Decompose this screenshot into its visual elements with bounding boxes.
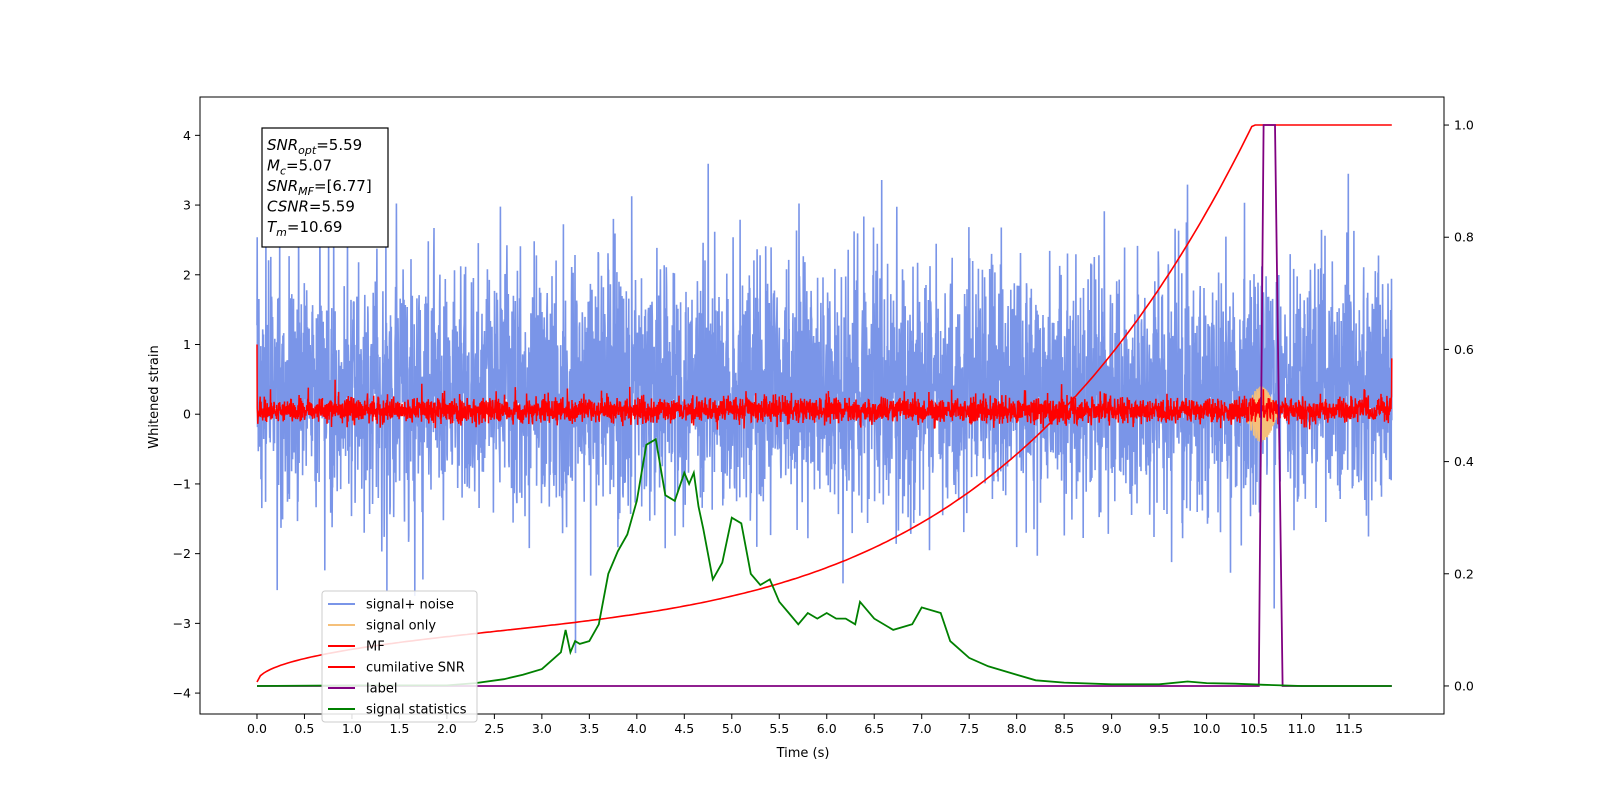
- annotation-value: =[6.77]: [314, 177, 372, 195]
- legend-entry-label: signal statistics: [366, 703, 467, 718]
- x-tick-label: 11.0: [1288, 721, 1316, 736]
- y-tick-label: −3: [173, 616, 191, 631]
- annotation-symbol: SNR: [267, 177, 298, 195]
- annotation-symbol: CSNR: [267, 198, 309, 216]
- y-tick-label: 1: [183, 337, 191, 352]
- legend: signal+ noise signal only MF cumilative SNR…: [321, 590, 478, 723]
- annotation-symbol: T: [267, 218, 278, 236]
- legend-entry-label: signal+ noise: [366, 598, 454, 613]
- annotation-subscript: c: [280, 165, 286, 178]
- annotation-subscript: m: [276, 226, 287, 239]
- legend-entry-label: cumilative SNR: [366, 661, 465, 676]
- series-signal-statistics-line: [256, 437, 1392, 687]
- y2-tick-label: 0.8: [1454, 230, 1474, 245]
- legend-entry-label: label: [366, 682, 397, 697]
- legend-entry-label: MF: [366, 640, 385, 655]
- legend-entry-label: signal only: [366, 619, 436, 634]
- y-tick-label: 3: [183, 198, 191, 213]
- x-tick-label: 1.5: [389, 721, 409, 736]
- x-tick-label: 0.5: [295, 721, 315, 736]
- x-tick-label: 6.5: [864, 721, 884, 736]
- x-axis-label: Time (s): [776, 746, 830, 761]
- annotation-line: Tm=10.69: [267, 218, 342, 239]
- annotation-subscript: MF: [298, 185, 314, 198]
- x-tick-label: 6.0: [817, 721, 837, 736]
- annotation-value: =5.59: [316, 136, 362, 154]
- x-tick-label: 5.0: [722, 721, 742, 736]
- y-tick-label: −2: [173, 546, 191, 561]
- x-tick-label: 10.5: [1240, 721, 1268, 736]
- y-axis-label: Whitened strain: [147, 345, 162, 448]
- axes: 0.0 0.5 1.0 1.5 2.0 2.5 3.0 3.5 4.0 4.5 5.0 5.5 6.0 6…: [173, 96, 1474, 736]
- x-tick-label: 2.0: [437, 721, 457, 736]
- x-tick-label: 3.5: [579, 721, 599, 736]
- x-tick-label: 0.0: [247, 721, 267, 736]
- annotation-value: =5.07: [286, 157, 332, 175]
- x-tick-label: 11.5: [1335, 721, 1363, 736]
- annotation-symbol: M: [267, 157, 280, 175]
- annotation-box: SNRopt=5.59Mc=5.07SNRMF=[6.77]CSNR=5.59T…: [261, 127, 389, 248]
- y-tick-label: −4: [173, 686, 191, 701]
- annotation-line: Mc=5.07: [267, 157, 332, 178]
- y-tick-label: −1: [173, 476, 191, 491]
- y2-tick-label: 0.4: [1454, 454, 1474, 469]
- annotation-value: =10.69: [287, 218, 343, 236]
- annotation-line: SNRMF=[6.77]: [267, 177, 372, 198]
- y2-tick-label: 0.2: [1454, 566, 1474, 581]
- y-tick-label: 0: [183, 407, 191, 422]
- y-tick-label: 4: [183, 128, 191, 143]
- x-tick-label: 9.5: [1149, 721, 1169, 736]
- x-tick-label: 2.5: [484, 721, 504, 736]
- x-tick-label: 3.0: [532, 721, 552, 736]
- legend-frame: [321, 590, 478, 723]
- x-tick-label: 9.0: [1102, 721, 1122, 736]
- x-tick-label: 4.5: [674, 721, 694, 736]
- x-tick-label: 5.5: [769, 721, 789, 736]
- annotation-subscript: opt: [298, 144, 317, 157]
- annotation-symbol: SNR: [267, 136, 298, 154]
- x-tick-label: 10.0: [1193, 721, 1221, 736]
- y2-tick-label: 0.6: [1454, 342, 1474, 357]
- x-tick-label: 4.0: [627, 721, 647, 736]
- x-tick-label: 7.5: [959, 721, 979, 736]
- annotation-frame: [261, 127, 389, 248]
- x-tick-label: 8.5: [1054, 721, 1074, 736]
- x-tick-label: 1.0: [342, 721, 362, 736]
- plot-frame: [199, 96, 1445, 715]
- y2-tick-label: 0.0: [1454, 678, 1474, 693]
- series-signal-noise-line: [256, 163, 1393, 654]
- annotation-value: =5.59: [309, 198, 355, 216]
- series-mf-line: [256, 344, 1393, 430]
- y-tick-label: 2: [183, 267, 191, 282]
- x-tick-label: 8.0: [1007, 721, 1027, 736]
- annotation-line: SNRopt=5.59: [267, 136, 362, 157]
- y2-tick-label: 1.0: [1454, 118, 1474, 133]
- annotation-line: CSNR=5.59: [267, 198, 355, 216]
- x-tick-label: 7.0: [912, 721, 932, 736]
